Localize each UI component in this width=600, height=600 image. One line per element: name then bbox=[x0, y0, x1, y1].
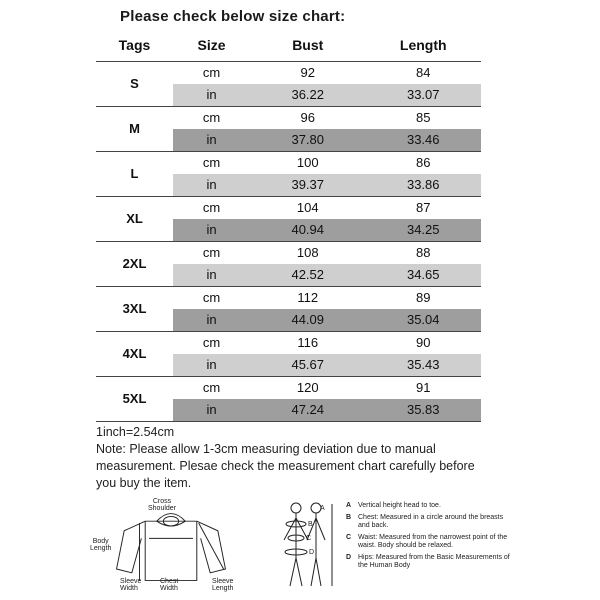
unit-cell: in bbox=[173, 354, 250, 377]
length-cm: 86 bbox=[366, 152, 482, 175]
chart-title: Please check below size chart: bbox=[0, 0, 600, 31]
table-row: 5XL cm 120 91 bbox=[96, 377, 481, 400]
measurement-note: Note: Please allow 1-3cm measuring devia… bbox=[96, 441, 481, 492]
length-cm: 89 bbox=[366, 287, 482, 310]
tag-cell: 4XL bbox=[96, 332, 173, 377]
unit-cell: in bbox=[173, 129, 250, 152]
legend-item: D Hips: Measured from the Basic Measurem… bbox=[346, 554, 511, 570]
length-cm: 85 bbox=[366, 107, 482, 130]
size-table: Tags Size Bust Length S cm 92 84 in 36.2… bbox=[96, 31, 481, 422]
col-bust: Bust bbox=[250, 31, 366, 62]
unit-cell: cm bbox=[173, 62, 250, 85]
table-row: L cm 100 86 bbox=[96, 152, 481, 175]
tag-cell: 3XL bbox=[96, 287, 173, 332]
bust-in: 44.09 bbox=[250, 309, 366, 332]
bust-cm: 112 bbox=[250, 287, 366, 310]
label-sleeve-width: SleeveWidth bbox=[120, 578, 141, 592]
unit-cell: in bbox=[173, 174, 250, 197]
length-in: 33.86 bbox=[366, 174, 482, 197]
length-in: 33.07 bbox=[366, 84, 482, 107]
unit-cell: in bbox=[173, 84, 250, 107]
unit-cell: cm bbox=[173, 107, 250, 130]
bust-in: 36.22 bbox=[250, 84, 366, 107]
label-sleeve-length: SleeveLength bbox=[212, 578, 233, 592]
measurement-diagram: CrossShoulder BodyLength SleeveWidth Che… bbox=[90, 498, 510, 593]
length-cm: 90 bbox=[366, 332, 482, 355]
svg-text:C: C bbox=[306, 535, 311, 542]
tag-cell: 5XL bbox=[96, 377, 173, 422]
length-cm: 91 bbox=[366, 377, 482, 400]
bust-cm: 92 bbox=[250, 62, 366, 85]
tag-cell: 2XL bbox=[96, 242, 173, 287]
legend-label: B bbox=[346, 514, 358, 530]
svg-text:D: D bbox=[309, 549, 314, 556]
bust-in: 42.52 bbox=[250, 264, 366, 287]
bust-in: 37.80 bbox=[250, 129, 366, 152]
legend-block: A Vertical height head to toe. B Chest: … bbox=[346, 502, 511, 574]
length-in: 35.83 bbox=[366, 399, 482, 422]
legend-label: C bbox=[346, 534, 358, 550]
tag-cell: XL bbox=[96, 197, 173, 242]
bust-in: 40.94 bbox=[250, 219, 366, 242]
unit-cell: in bbox=[173, 309, 250, 332]
unit-cell: cm bbox=[173, 152, 250, 175]
table-row: M cm 96 85 bbox=[96, 107, 481, 130]
table-row: 2XL cm 108 88 bbox=[96, 242, 481, 265]
table-row: 4XL cm 116 90 bbox=[96, 332, 481, 355]
legend-label: D bbox=[346, 554, 358, 570]
unit-cell: cm bbox=[173, 332, 250, 355]
size-chart-document: Please check below size chart: Tags Size… bbox=[0, 0, 600, 600]
unit-cell: in bbox=[173, 219, 250, 242]
svg-text:B: B bbox=[308, 521, 313, 528]
bust-cm: 108 bbox=[250, 242, 366, 265]
legend-text: Chest: Measured in a circle around the b… bbox=[358, 514, 511, 530]
svg-text:A: A bbox=[320, 505, 325, 512]
length-in: 34.25 bbox=[366, 219, 482, 242]
bust-cm: 104 bbox=[250, 197, 366, 220]
bust-in: 45.67 bbox=[250, 354, 366, 377]
unit-cell: cm bbox=[173, 287, 250, 310]
bust-cm: 120 bbox=[250, 377, 366, 400]
body-figure-icon: A B C D bbox=[274, 500, 338, 590]
length-in: 35.04 bbox=[366, 309, 482, 332]
label-chest-width: ChestWidth bbox=[160, 578, 178, 592]
legend-label: A bbox=[346, 502, 358, 510]
unit-cell: cm bbox=[173, 377, 250, 400]
table-header-row: Tags Size Bust Length bbox=[96, 31, 481, 62]
table-row: S cm 92 84 bbox=[96, 62, 481, 85]
unit-cell: cm bbox=[173, 242, 250, 265]
bust-in: 39.37 bbox=[250, 174, 366, 197]
label-cross-shoulder: CrossShoulder bbox=[148, 498, 176, 512]
label-body-length: BodyLength bbox=[90, 538, 111, 552]
bust-in: 47.24 bbox=[250, 399, 366, 422]
table-row: 3XL cm 112 89 bbox=[96, 287, 481, 310]
unit-cell: in bbox=[173, 399, 250, 422]
length-in: 35.43 bbox=[366, 354, 482, 377]
tag-cell: S bbox=[96, 62, 173, 107]
legend-text: Vertical height head to toe. bbox=[358, 502, 511, 510]
legend-text: Hips: Measured from the Basic Measuremen… bbox=[358, 554, 511, 570]
bust-cm: 100 bbox=[250, 152, 366, 175]
bust-cm: 116 bbox=[250, 332, 366, 355]
legend-item: A Vertical height head to toe. bbox=[346, 502, 511, 510]
bust-cm: 96 bbox=[250, 107, 366, 130]
col-size: Size bbox=[173, 31, 250, 62]
length-cm: 88 bbox=[366, 242, 482, 265]
footnote-block: 1inch=2.54cm Note: Please allow 1-3cm me… bbox=[96, 422, 481, 492]
legend-item: B Chest: Measured in a circle around the… bbox=[346, 514, 511, 530]
length-cm: 84 bbox=[366, 62, 482, 85]
length-cm: 87 bbox=[366, 197, 482, 220]
tag-cell: M bbox=[96, 107, 173, 152]
legend-text: Waist: Measured from the narrowest point… bbox=[358, 534, 511, 550]
legend-item: C Waist: Measured from the narrowest poi… bbox=[346, 534, 511, 550]
unit-cell: cm bbox=[173, 197, 250, 220]
length-in: 33.46 bbox=[366, 129, 482, 152]
conversion-note: 1inch=2.54cm bbox=[96, 424, 481, 441]
table-row: XL cm 104 87 bbox=[96, 197, 481, 220]
tag-cell: L bbox=[96, 152, 173, 197]
unit-cell: in bbox=[173, 264, 250, 287]
col-length: Length bbox=[366, 31, 482, 62]
length-in: 34.65 bbox=[366, 264, 482, 287]
col-tags: Tags bbox=[96, 31, 173, 62]
